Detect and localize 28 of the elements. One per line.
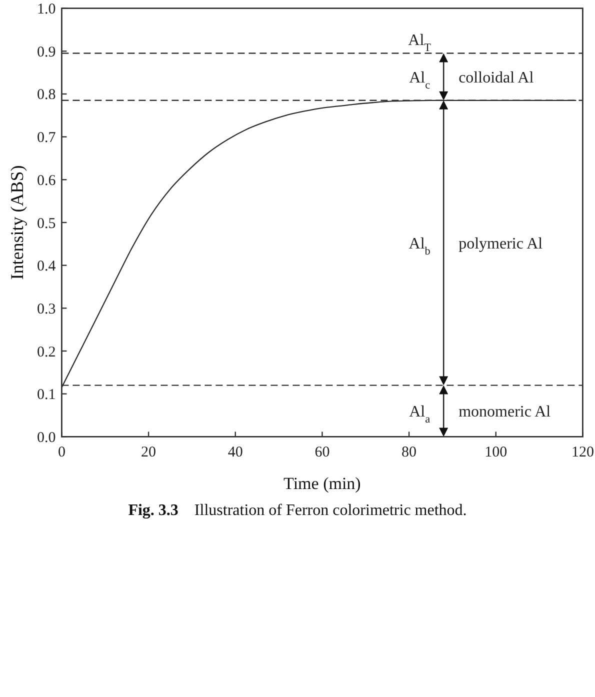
x-tick-label: 60: [314, 444, 330, 461]
x-tick-label: 80: [402, 444, 417, 461]
y-axis-title: Intensity (ABS): [7, 165, 27, 280]
x-tick-label: 40: [228, 444, 243, 461]
x-tick-label: 20: [141, 444, 156, 461]
y-tick-label: 0.1: [36, 387, 56, 404]
annotation: Al$_{a}$: [409, 404, 430, 426]
x-tick-label: 120: [571, 444, 594, 461]
annotation: Al$_{b}$: [408, 235, 431, 258]
y-tick-label: 0.6: [36, 172, 56, 189]
y-tick-label: 0.8: [36, 87, 56, 104]
annotation: colloidal Al: [458, 69, 534, 86]
annotation: Al$_{c}$: [409, 69, 430, 92]
y-tick-label: 0.0: [36, 430, 56, 446]
x-axis-title: Time (min): [284, 474, 361, 493]
annotation: monomeric Al: [458, 404, 552, 421]
x-tick-label: 100: [484, 444, 508, 461]
y-tick-label: 0.7: [36, 130, 56, 146]
annotation: polymeric Al: [458, 235, 544, 252]
y-tick-label: 0.9: [36, 44, 56, 60]
y-tick-label: 0.5: [36, 216, 56, 232]
annotation: Al$_{T}$: [408, 32, 432, 54]
y-tick-label: 0.4: [36, 258, 56, 275]
y-tick-label: 0.3: [36, 301, 56, 318]
caption: Fig. 3.3 Illustration of Ferron colorimetric method.: [128, 502, 467, 519]
x-tick-label: 0: [58, 444, 66, 461]
y-tick-label: 0.2: [36, 344, 56, 360]
y-tick-label: 1.0: [36, 2, 56, 18]
